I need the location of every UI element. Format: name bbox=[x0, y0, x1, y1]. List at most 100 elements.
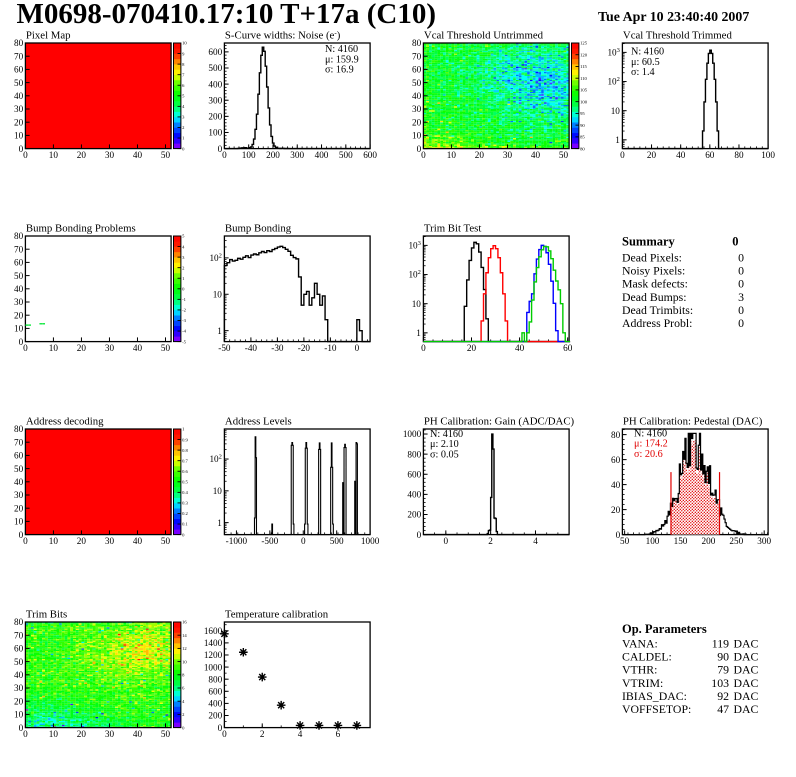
svg-text:40: 40 bbox=[412, 91, 422, 101]
svg-text:σ: 16.9: σ: 16.9 bbox=[325, 65, 354, 76]
svg-text:-2: -2 bbox=[182, 308, 187, 313]
svg-text:95: 95 bbox=[580, 111, 585, 116]
svg-text:92: 92 bbox=[717, 689, 729, 703]
svg-text:20: 20 bbox=[77, 729, 87, 739]
svg-text:102: 102 bbox=[209, 454, 221, 465]
svg-text:70: 70 bbox=[14, 630, 24, 640]
svg-text:1: 1 bbox=[182, 276, 185, 281]
svg-text:30: 30 bbox=[14, 490, 24, 500]
svg-text:200: 200 bbox=[702, 536, 716, 546]
svg-text:2: 2 bbox=[182, 265, 185, 270]
svg-text:σ: 0.05: σ: 0.05 bbox=[430, 449, 459, 460]
svg-text:6: 6 bbox=[182, 83, 185, 88]
svg-text:200: 200 bbox=[407, 510, 421, 520]
svg-text:N: 4160: N: 4160 bbox=[634, 428, 667, 439]
svg-text:30: 30 bbox=[105, 729, 115, 739]
svg-text:0: 0 bbox=[23, 536, 28, 546]
svg-text:12: 12 bbox=[182, 646, 187, 651]
svg-text:1000: 1000 bbox=[403, 429, 422, 439]
svg-text:-40: -40 bbox=[245, 343, 258, 353]
svg-text:DAC: DAC bbox=[734, 702, 759, 716]
svg-text:1: 1 bbox=[182, 136, 185, 141]
svg-text:600: 600 bbox=[208, 47, 222, 57]
svg-text:0: 0 bbox=[616, 530, 621, 540]
svg-text:-1: -1 bbox=[182, 297, 187, 302]
svg-text:60: 60 bbox=[14, 451, 24, 461]
svg-text:0: 0 bbox=[421, 343, 426, 353]
svg-text:40: 40 bbox=[515, 343, 525, 353]
svg-text:Bump Bonding: Bump Bonding bbox=[225, 223, 292, 235]
svg-text:400: 400 bbox=[208, 79, 222, 89]
svg-text:0: 0 bbox=[738, 251, 744, 265]
svg-text:VTRIM:: VTRIM: bbox=[622, 676, 663, 690]
svg-text:Pixel Map: Pixel Map bbox=[26, 30, 71, 42]
svg-text:S-Curve widths: Noise (e-): S-Curve widths: Noise (e-) bbox=[225, 29, 341, 42]
svg-text:-50: -50 bbox=[218, 343, 231, 353]
svg-text:40: 40 bbox=[133, 536, 143, 546]
svg-text:50: 50 bbox=[161, 536, 171, 546]
svg-text:4: 4 bbox=[182, 699, 185, 704]
svg-text:80: 80 bbox=[412, 38, 422, 48]
svg-text:80: 80 bbox=[611, 430, 621, 440]
svg-text:DAC: DAC bbox=[734, 650, 759, 664]
svg-text:500: 500 bbox=[208, 63, 222, 73]
svg-text:102: 102 bbox=[209, 253, 221, 264]
svg-text:60: 60 bbox=[412, 65, 422, 75]
svg-text:0: 0 bbox=[738, 264, 744, 278]
svg-text:0: 0 bbox=[301, 536, 306, 546]
svg-text:20: 20 bbox=[412, 117, 422, 127]
svg-text:50: 50 bbox=[161, 343, 171, 353]
svg-text:20: 20 bbox=[77, 343, 87, 353]
svg-text:N: 4160: N: 4160 bbox=[631, 47, 664, 58]
svg-text:20: 20 bbox=[14, 503, 24, 513]
svg-text:Address decoding: Address decoding bbox=[26, 416, 104, 428]
svg-text:300: 300 bbox=[757, 536, 771, 546]
svg-text:50: 50 bbox=[14, 271, 24, 281]
svg-text:0: 0 bbox=[421, 150, 426, 160]
svg-text:40: 40 bbox=[676, 150, 686, 160]
svg-text:0: 0 bbox=[444, 536, 449, 546]
svg-text:6: 6 bbox=[182, 686, 185, 691]
svg-text:40: 40 bbox=[14, 670, 24, 680]
svg-text:7: 7 bbox=[182, 72, 185, 77]
svg-text:Summary: Summary bbox=[622, 235, 676, 249]
svg-text:300: 300 bbox=[290, 150, 304, 160]
svg-text:1: 1 bbox=[217, 518, 222, 528]
svg-text:0: 0 bbox=[732, 235, 738, 249]
svg-text:20: 20 bbox=[77, 150, 87, 160]
svg-text:10: 10 bbox=[49, 536, 59, 546]
svg-text:0: 0 bbox=[738, 316, 744, 330]
svg-text:150: 150 bbox=[674, 536, 688, 546]
svg-text:IBIAS_DAC:: IBIAS_DAC: bbox=[622, 689, 687, 703]
svg-text:10: 10 bbox=[14, 131, 24, 141]
svg-text:Address Levels: Address Levels bbox=[225, 416, 292, 428]
svg-text:1200: 1200 bbox=[204, 650, 223, 660]
svg-text:110: 110 bbox=[580, 76, 587, 81]
svg-text:4: 4 bbox=[182, 244, 185, 249]
svg-text:100: 100 bbox=[242, 150, 256, 160]
svg-text:0.5: 0.5 bbox=[182, 480, 188, 485]
svg-text:Address Probl:: Address Probl: bbox=[622, 316, 692, 330]
svg-text:60: 60 bbox=[14, 258, 24, 268]
svg-text:125: 125 bbox=[580, 41, 588, 46]
svg-text:50: 50 bbox=[412, 78, 422, 88]
svg-text:10: 10 bbox=[49, 729, 59, 739]
svg-text:DAC: DAC bbox=[734, 663, 759, 677]
svg-text:500: 500 bbox=[330, 536, 344, 546]
svg-text:40: 40 bbox=[14, 477, 24, 487]
svg-text:16: 16 bbox=[182, 620, 187, 625]
svg-text:0: 0 bbox=[222, 729, 227, 739]
svg-text:103: 103 bbox=[607, 47, 619, 58]
svg-text:0: 0 bbox=[218, 723, 223, 733]
svg-text:102: 102 bbox=[607, 76, 619, 87]
svg-text:80: 80 bbox=[14, 617, 24, 627]
svg-text:VANA:: VANA: bbox=[622, 637, 658, 651]
svg-text:30: 30 bbox=[105, 150, 115, 160]
svg-text:-10: -10 bbox=[324, 343, 337, 353]
svg-text:0.1: 0.1 bbox=[182, 522, 188, 527]
svg-text:2: 2 bbox=[488, 536, 493, 546]
svg-text:50: 50 bbox=[161, 729, 171, 739]
svg-text:Bump Bonding Problems: Bump Bonding Problems bbox=[26, 223, 136, 235]
svg-text:80: 80 bbox=[14, 424, 24, 434]
svg-text:20: 20 bbox=[77, 536, 87, 546]
